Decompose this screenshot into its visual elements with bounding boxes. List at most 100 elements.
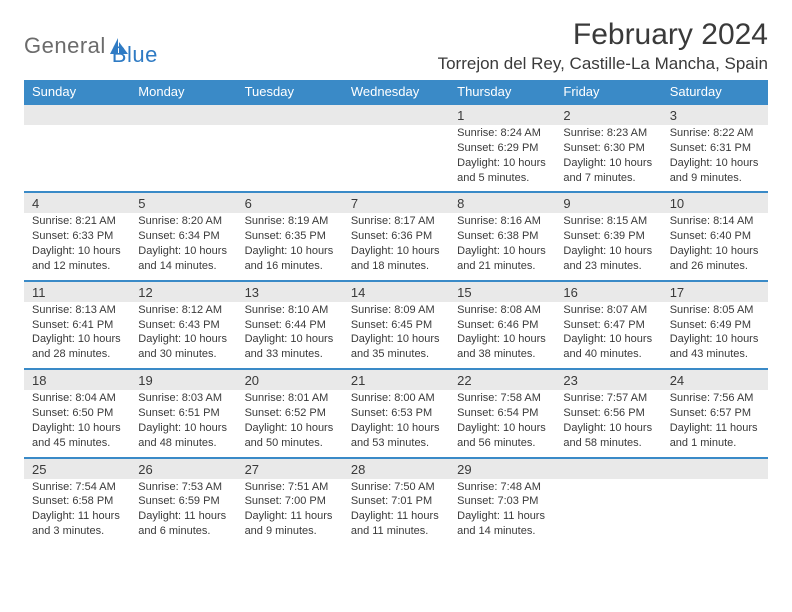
day-number: 20 — [237, 369, 343, 390]
sunrise-text: Sunrise: 8:12 AM — [138, 303, 228, 318]
day-details: Sunrise: 8:00 AMSunset: 6:53 PMDaylight:… — [343, 390, 449, 457]
sunset-text: Sunset: 6:29 PM — [457, 141, 547, 156]
daylight-text: Daylight: 10 hours and 58 minutes. — [563, 421, 653, 451]
day-number: 4 — [24, 192, 130, 213]
day-number: 15 — [449, 281, 555, 302]
calendar-body: 123Sunrise: 8:24 AMSunset: 6:29 PMDaylig… — [24, 104, 768, 545]
sunset-text: Sunset: 6:45 PM — [351, 318, 441, 333]
day-number: 1 — [449, 104, 555, 125]
title-block: February 2024 Torrejon del Rey, Castille… — [438, 18, 768, 74]
sunrise-text: Sunrise: 8:10 AM — [245, 303, 335, 318]
sunrise-text: Sunrise: 8:16 AM — [457, 214, 547, 229]
day-details: Sunrise: 7:57 AMSunset: 6:56 PMDaylight:… — [555, 390, 661, 457]
daylight-text: Daylight: 10 hours and 14 minutes. — [138, 244, 228, 274]
daylight-text: Daylight: 11 hours and 11 minutes. — [351, 509, 441, 539]
daylight-text: Daylight: 10 hours and 35 minutes. — [351, 332, 441, 362]
location: Torrejon del Rey, Castille-La Mancha, Sp… — [438, 54, 768, 74]
day-details: Sunrise: 8:01 AMSunset: 6:52 PMDaylight:… — [237, 390, 343, 457]
day-details: Sunrise: 7:53 AMSunset: 6:59 PMDaylight:… — [130, 479, 236, 545]
sunset-text: Sunset: 6:56 PM — [563, 406, 653, 421]
sunset-text: Sunset: 7:01 PM — [351, 494, 441, 509]
empty-cell — [237, 104, 343, 125]
daylight-text: Daylight: 10 hours and 40 minutes. — [563, 332, 653, 362]
day-details: Sunrise: 8:17 AMSunset: 6:36 PMDaylight:… — [343, 213, 449, 280]
daylight-text: Daylight: 11 hours and 1 minute. — [670, 421, 760, 451]
day-number: 3 — [662, 104, 768, 125]
calendar-table: SundayMondayTuesdayWednesdayThursdayFrid… — [24, 80, 768, 545]
day-number: 28 — [343, 458, 449, 479]
day-number: 11 — [24, 281, 130, 302]
empty-cell — [555, 458, 661, 479]
empty-cell — [555, 479, 661, 545]
empty-cell — [24, 125, 130, 192]
weekday-header: Saturday — [662, 80, 768, 104]
sunset-text: Sunset: 6:59 PM — [138, 494, 228, 509]
sunrise-text: Sunrise: 7:54 AM — [32, 480, 122, 495]
sunrise-text: Sunrise: 7:56 AM — [670, 391, 760, 406]
day-number: 10 — [662, 192, 768, 213]
sunset-text: Sunset: 6:44 PM — [245, 318, 335, 333]
day-details: Sunrise: 8:13 AMSunset: 6:41 PMDaylight:… — [24, 302, 130, 369]
daylight-text: Daylight: 10 hours and 28 minutes. — [32, 332, 122, 362]
day-details: Sunrise: 8:21 AMSunset: 6:33 PMDaylight:… — [24, 213, 130, 280]
sunrise-text: Sunrise: 7:50 AM — [351, 480, 441, 495]
day-number: 22 — [449, 369, 555, 390]
empty-cell — [237, 125, 343, 192]
sunset-text: Sunset: 6:47 PM — [563, 318, 653, 333]
sunrise-text: Sunrise: 8:00 AM — [351, 391, 441, 406]
sunrise-text: Sunrise: 8:09 AM — [351, 303, 441, 318]
day-number: 7 — [343, 192, 449, 213]
day-details: Sunrise: 8:07 AMSunset: 6:47 PMDaylight:… — [555, 302, 661, 369]
day-details: Sunrise: 8:05 AMSunset: 6:49 PMDaylight:… — [662, 302, 768, 369]
empty-cell — [662, 458, 768, 479]
daylight-text: Daylight: 10 hours and 38 minutes. — [457, 332, 547, 362]
daylight-text: Daylight: 10 hours and 12 minutes. — [32, 244, 122, 274]
sunrise-text: Sunrise: 8:20 AM — [138, 214, 228, 229]
daylight-text: Daylight: 10 hours and 50 minutes. — [245, 421, 335, 451]
logo: General Blue — [24, 18, 158, 68]
sunrise-text: Sunrise: 8:14 AM — [670, 214, 760, 229]
sunrise-text: Sunrise: 8:19 AM — [245, 214, 335, 229]
sunset-text: Sunset: 6:40 PM — [670, 229, 760, 244]
daylight-text: Daylight: 10 hours and 43 minutes. — [670, 332, 760, 362]
day-details: Sunrise: 8:10 AMSunset: 6:44 PMDaylight:… — [237, 302, 343, 369]
daylight-text: Daylight: 10 hours and 23 minutes. — [563, 244, 653, 274]
day-number: 19 — [130, 369, 236, 390]
day-number: 18 — [24, 369, 130, 390]
sunrise-text: Sunrise: 8:01 AM — [245, 391, 335, 406]
day-number: 29 — [449, 458, 555, 479]
sunrise-text: Sunrise: 7:57 AM — [563, 391, 653, 406]
day-number: 16 — [555, 281, 661, 302]
daylight-text: Daylight: 11 hours and 3 minutes. — [32, 509, 122, 539]
day-number: 24 — [662, 369, 768, 390]
sunset-text: Sunset: 6:34 PM — [138, 229, 228, 244]
sunrise-text: Sunrise: 8:15 AM — [563, 214, 653, 229]
empty-cell — [130, 125, 236, 192]
daylight-text: Daylight: 10 hours and 9 minutes. — [670, 156, 760, 186]
daylight-text: Daylight: 11 hours and 9 minutes. — [245, 509, 335, 539]
calendar-header: SundayMondayTuesdayWednesdayThursdayFrid… — [24, 80, 768, 104]
day-number: 25 — [24, 458, 130, 479]
sunset-text: Sunset: 7:03 PM — [457, 494, 547, 509]
sunset-text: Sunset: 7:00 PM — [245, 494, 335, 509]
weekday-header: Wednesday — [343, 80, 449, 104]
day-details: Sunrise: 8:14 AMSunset: 6:40 PMDaylight:… — [662, 213, 768, 280]
daylight-text: Daylight: 10 hours and 33 minutes. — [245, 332, 335, 362]
day-number: 9 — [555, 192, 661, 213]
sunrise-text: Sunrise: 7:53 AM — [138, 480, 228, 495]
day-number: 17 — [662, 281, 768, 302]
day-number: 14 — [343, 281, 449, 302]
sunrise-text: Sunrise: 8:17 AM — [351, 214, 441, 229]
day-details: Sunrise: 8:16 AMSunset: 6:38 PMDaylight:… — [449, 213, 555, 280]
day-details: Sunrise: 8:03 AMSunset: 6:51 PMDaylight:… — [130, 390, 236, 457]
day-details: Sunrise: 8:15 AMSunset: 6:39 PMDaylight:… — [555, 213, 661, 280]
day-number: 27 — [237, 458, 343, 479]
daylight-text: Daylight: 10 hours and 7 minutes. — [563, 156, 653, 186]
daylight-text: Daylight: 11 hours and 14 minutes. — [457, 509, 547, 539]
sunrise-text: Sunrise: 8:08 AM — [457, 303, 547, 318]
sunset-text: Sunset: 6:36 PM — [351, 229, 441, 244]
day-number: 5 — [130, 192, 236, 213]
sunset-text: Sunset: 6:51 PM — [138, 406, 228, 421]
day-details: Sunrise: 7:56 AMSunset: 6:57 PMDaylight:… — [662, 390, 768, 457]
day-number: 2 — [555, 104, 661, 125]
